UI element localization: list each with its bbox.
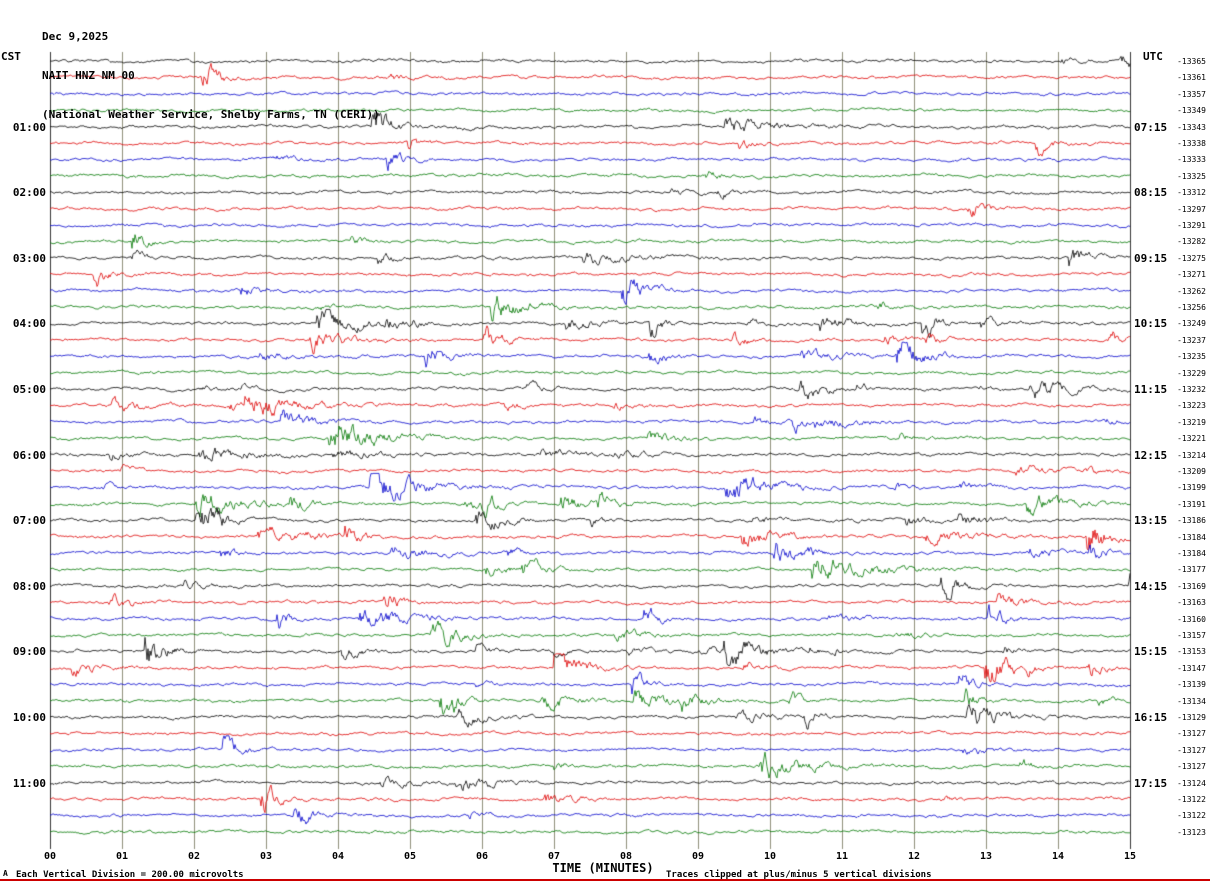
- trace-count-label: -13312: [1177, 188, 1206, 198]
- x-tick-label: 00: [43, 851, 57, 862]
- cst-hour-label: 06:00: [12, 448, 46, 462]
- trace-count-label: -13221: [1177, 434, 1206, 444]
- footer-clip-note: Traces clipped at plus/minus 5 vertical …: [666, 870, 932, 880]
- trace-count-label: -13163: [1177, 598, 1206, 608]
- trace-count-label: -13134: [1177, 696, 1206, 706]
- trace-count-label: -13129: [1177, 713, 1206, 722]
- trace-count-label: -13229: [1177, 368, 1206, 378]
- cst-hour-label: 03:00: [12, 251, 46, 265]
- utc-hour-label: 14:15: [1134, 579, 1168, 593]
- trace-count-label: -13219: [1177, 417, 1206, 427]
- trace-count-label: -13237: [1177, 335, 1206, 345]
- cst-hour-label: 01:00: [12, 120, 46, 134]
- utc-hour-label: 17:15: [1134, 776, 1168, 790]
- trace-count-label: -13297: [1177, 204, 1206, 214]
- trace-count-label: -13209: [1177, 467, 1206, 476]
- utc-hour-label: 16:15: [1134, 711, 1168, 724]
- plot-header: Dec 9,2025 NAIT HNZ NM 00 (National Weat…: [42, 4, 380, 147]
- trace-count-label: -13160: [1177, 614, 1206, 624]
- trace-count-label: -13127: [1177, 762, 1206, 772]
- trace-count-label: -13365: [1177, 57, 1206, 66]
- cst-hour-label: 11:00: [12, 776, 46, 790]
- trace-count-label: -13282: [1177, 237, 1206, 247]
- trace-count-label: -13262: [1177, 286, 1206, 296]
- x-tick-label: 02: [187, 851, 201, 862]
- utc-hour-label: 09:15: [1134, 251, 1168, 265]
- header-description: (National Weather Service, Shelby Farms,…: [42, 108, 380, 121]
- trace-count-label: -13232: [1177, 385, 1206, 394]
- utc-hour-label: 10:15: [1134, 317, 1168, 331]
- utc-hour-label: 13:15: [1134, 514, 1168, 528]
- cst-hour-label: 05:00: [12, 383, 46, 396]
- trace-count-label: -13256: [1177, 303, 1206, 312]
- trace-count-label: -13223: [1177, 401, 1206, 411]
- trace-count-label: -13349: [1177, 106, 1206, 116]
- utc-hour-label: 12:15: [1134, 448, 1168, 462]
- trace-count-label: -13333: [1177, 155, 1206, 165]
- trace-count-label: -13357: [1177, 89, 1206, 99]
- trace-count-label: -13122: [1177, 795, 1206, 804]
- x-tick-label: 01: [115, 851, 129, 862]
- trace-count-label: -13124: [1177, 778, 1206, 788]
- trace-count-label: -13177: [1177, 565, 1206, 575]
- x-tick-label: 10: [763, 851, 777, 862]
- trace-count-label: -13122: [1177, 811, 1206, 821]
- left-axis-title: CST: [1, 50, 21, 63]
- trace-count-label: -13186: [1177, 516, 1206, 526]
- x-tick-label: 11: [835, 851, 849, 862]
- trace-count-label: -13184: [1177, 532, 1206, 542]
- footer-scale-note: Each Vertical Division = 200.00 microvol…: [16, 870, 244, 880]
- x-tick-label: 13: [979, 851, 993, 862]
- utc-hour-label: 08:15: [1134, 186, 1168, 200]
- trace-count-label: -13157: [1177, 631, 1206, 640]
- trace-count-label: -13249: [1177, 319, 1206, 329]
- right-axis-title: UTC: [1143, 50, 1163, 63]
- x-tick-label: 09: [691, 851, 705, 862]
- trace-count-label: -13199: [1177, 483, 1206, 493]
- trace-count-label: -13153: [1177, 647, 1206, 657]
- cst-hour-label: 09:00: [12, 645, 46, 659]
- trace-count-label: -13127: [1177, 729, 1206, 739]
- trace-count-label: -13191: [1177, 499, 1206, 509]
- x-tick-label: 08: [619, 851, 633, 862]
- trace-count-label: -13127: [1177, 745, 1206, 755]
- x-tick-label: 07: [547, 851, 561, 862]
- x-tick-label: 04: [331, 851, 345, 862]
- x-tick-label: 12: [907, 851, 921, 862]
- trace-count-label: -13139: [1177, 680, 1206, 690]
- x-tick-label: 05: [403, 851, 417, 862]
- x-tick-label: 15: [1123, 851, 1137, 862]
- utc-hour-label: 11:15: [1134, 383, 1168, 396]
- cst-hour-label: 02:00: [12, 186, 46, 200]
- cst-hour-label: 08:00: [12, 579, 46, 593]
- x-tick-label: 14: [1051, 851, 1065, 862]
- trace-count-label: -13361: [1177, 73, 1206, 83]
- trace-count-label: -13338: [1177, 139, 1206, 148]
- cst-hour-label: 10:00: [12, 711, 46, 724]
- utc-hour-label: 15:15: [1134, 645, 1168, 659]
- trace-count-label: -13343: [1177, 122, 1206, 132]
- trace-count-label: -13214: [1177, 450, 1206, 460]
- cst-hour-label: 04:00: [12, 317, 46, 331]
- trace-count-label: -13235: [1177, 352, 1206, 362]
- footer-red-line: [0, 879, 1210, 881]
- x-tick-label: 03: [259, 851, 273, 862]
- trace-count-label: -13325: [1177, 171, 1206, 181]
- trace-count-label: -13291: [1177, 221, 1206, 230]
- x-axis-title: TIME (MINUTES): [552, 861, 654, 875]
- trace-count-label: -13275: [1177, 253, 1206, 263]
- header-date: Dec 9,2025: [42, 30, 109, 43]
- trace-count-label: -13271: [1177, 270, 1206, 280]
- trace-count-label: -13147: [1177, 663, 1206, 673]
- footer-marker: A: [3, 869, 8, 878]
- header-station: NAIT HNZ NM 00: [42, 69, 135, 82]
- trace-count-label: -13169: [1177, 581, 1206, 591]
- cst-hour-label: 07:00: [12, 514, 46, 528]
- trace-count-label: -13184: [1177, 549, 1206, 558]
- utc-hour-label: 07:15: [1134, 120, 1168, 134]
- trace-count-label: -13123: [1177, 827, 1206, 837]
- x-tick-label: 06: [475, 851, 489, 862]
